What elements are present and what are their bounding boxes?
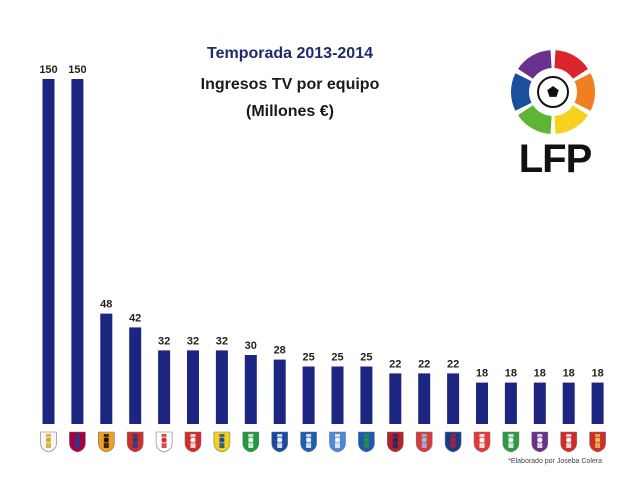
chart-units: (Millones €) — [245, 103, 334, 120]
value-label-11: 25 — [331, 352, 343, 364]
villarreal-crest-icon — [213, 431, 231, 453]
valladolid-crest-icon — [531, 431, 549, 453]
logo-segment — [518, 105, 552, 134]
logo-segment — [510, 73, 532, 111]
value-label-19: 18 — [563, 368, 575, 380]
bar-series — [42, 79, 604, 424]
athletic-crest-icon — [184, 431, 202, 453]
logo-segment — [518, 50, 552, 79]
credit-note: *Elaborado por Joseba Colera — [508, 458, 602, 465]
bar-12 — [360, 366, 373, 424]
espanyol-crest-icon — [300, 431, 317, 453]
bar-7 — [215, 350, 228, 424]
levante-crest-icon — [444, 431, 462, 453]
value-label-8: 30 — [245, 340, 257, 352]
rayo-crest-icon — [560, 431, 577, 453]
malaga-crest-icon — [329, 431, 346, 453]
value-label-9: 28 — [274, 345, 286, 357]
bar-6 — [187, 350, 199, 424]
value-label-3: 48 — [100, 299, 112, 311]
lfp-logo-icon — [510, 50, 596, 134]
chart-title: Temporada 2013-2014 — [206, 45, 373, 62]
bar-19 — [562, 382, 575, 424]
atletico-crest-icon — [126, 431, 144, 453]
barcelona-crest-icon — [69, 431, 86, 453]
value-label-13: 22 — [389, 358, 401, 370]
bar-15 — [447, 373, 460, 424]
almeria-crest-icon — [589, 431, 606, 453]
bar-20 — [591, 382, 604, 424]
getafe-crest-icon — [358, 431, 375, 453]
bar-17 — [504, 382, 517, 424]
value-label-10: 25 — [302, 352, 314, 364]
betis-crest-icon — [242, 431, 260, 453]
bar-14 — [418, 373, 431, 424]
value-label-6: 32 — [187, 335, 199, 347]
logo-segment — [554, 50, 588, 79]
value-label-2: 150 — [68, 64, 86, 76]
granada-crest-icon — [473, 431, 491, 453]
bar-4 — [129, 327, 142, 424]
bar-18 — [533, 382, 546, 424]
bar-5 — [158, 350, 171, 424]
value-label-7: 32 — [216, 335, 228, 347]
lfp-logo-text: LFP — [518, 137, 593, 181]
value-label-12: 25 — [360, 352, 372, 364]
logo-segment — [574, 73, 596, 111]
real-madrid-crest-icon — [40, 431, 57, 453]
bar-2 — [71, 79, 84, 424]
team-crests — [40, 431, 606, 453]
bar-9 — [273, 359, 286, 424]
celta-crest-icon — [415, 431, 433, 453]
value-label-15: 22 — [447, 358, 459, 370]
elche-crest-icon — [502, 431, 520, 453]
bar-10 — [302, 366, 315, 424]
chart-subtitle: Ingresos TV por equipo — [200, 76, 380, 93]
osasuna-crest-icon — [387, 431, 404, 453]
valencia-crest-icon — [98, 431, 115, 453]
football-patch — [547, 86, 559, 97]
bar-3 — [100, 313, 113, 424]
value-label-4: 42 — [129, 312, 141, 324]
sevilla-crest-icon — [155, 431, 173, 453]
value-label-5: 32 — [158, 335, 170, 347]
value-label-16: 18 — [476, 368, 488, 380]
bar-13 — [389, 373, 402, 424]
real-sociedad-crest-icon — [271, 431, 288, 453]
value-label-1: 150 — [39, 64, 57, 76]
bar-8 — [244, 355, 257, 424]
value-labels: 150 150 48 42 32 32 32 30 28 25 25 25 22 22 22 18 18 18 18… — [39, 64, 603, 380]
bar-1 — [42, 79, 55, 424]
value-label-14: 22 — [418, 358, 430, 370]
value-label-18: 18 — [534, 368, 546, 380]
value-label-20: 18 — [591, 368, 603, 380]
value-label-17: 18 — [505, 368, 517, 380]
bar-11 — [331, 366, 344, 424]
bar-16 — [476, 382, 488, 424]
logo-segment — [554, 105, 588, 134]
